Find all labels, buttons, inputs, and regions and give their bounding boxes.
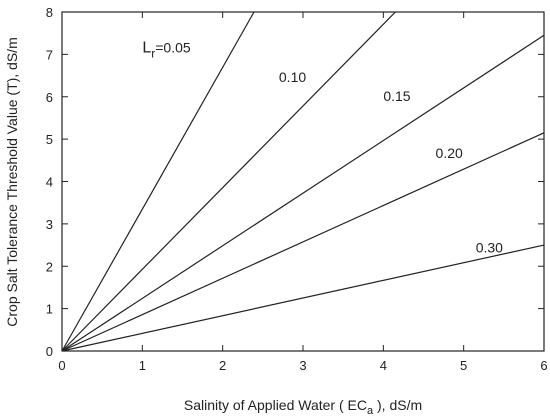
y-tick-label: 5: [46, 132, 53, 147]
series-line-1: [61, 11, 396, 352]
x-tick-label: 3: [299, 358, 306, 373]
series-labels: Lr=0.05 0.10 0.15 0.20 0.30: [142, 39, 503, 255]
x-tick-label: 1: [139, 358, 146, 373]
x-tick-label: 0: [58, 358, 65, 373]
y-tick-label: 3: [46, 217, 53, 232]
x-tick-label: 4: [380, 358, 387, 373]
series-line-2: [61, 34, 545, 352]
series-label-0: Lr=0.05: [142, 39, 191, 60]
axes-layer: [61, 11, 545, 352]
y-tick-label: 8: [46, 5, 53, 20]
y-tick-label: 1: [46, 302, 53, 317]
x-tick-label: 2: [219, 358, 226, 373]
plot-frame: [61, 11, 545, 352]
x-ticks: 0 1 2 3 4 5 6: [58, 12, 548, 373]
series-line-3: [61, 132, 545, 352]
x-tick-label: 6: [540, 358, 547, 373]
series-label-2: 0.15: [383, 88, 410, 104]
y-tick-label: 2: [46, 259, 53, 274]
series-label-4: 0.30: [476, 239, 503, 255]
y-tick-label: 4: [46, 175, 53, 190]
series-lines: [61, 11, 545, 352]
series-line-4: [61, 244, 545, 352]
x-axis-label-subscript: a: [367, 405, 374, 417]
y-axis-label: Crop Salt Tolerance Threshold Value (T),…: [4, 37, 20, 326]
x-axis-label-main: Salinity of Applied Water ( EC: [184, 397, 367, 413]
series-label-1: 0.10: [279, 69, 306, 85]
y-tick-label: 0: [46, 344, 53, 359]
series-line-0: [61, 11, 255, 352]
x-tick-label: 5: [460, 358, 467, 373]
y-tick-label: 7: [46, 47, 53, 62]
series-label-3: 0.20: [436, 145, 463, 161]
y-ticks: 0 1 2 3 4 5 6 7 8: [46, 5, 544, 359]
y-tick-label: 6: [46, 90, 53, 105]
x-axis-label-unit: ), dS/m: [373, 397, 422, 413]
x-axis-label: Salinity of Applied Water ( ECa ), dS/m: [184, 397, 422, 417]
